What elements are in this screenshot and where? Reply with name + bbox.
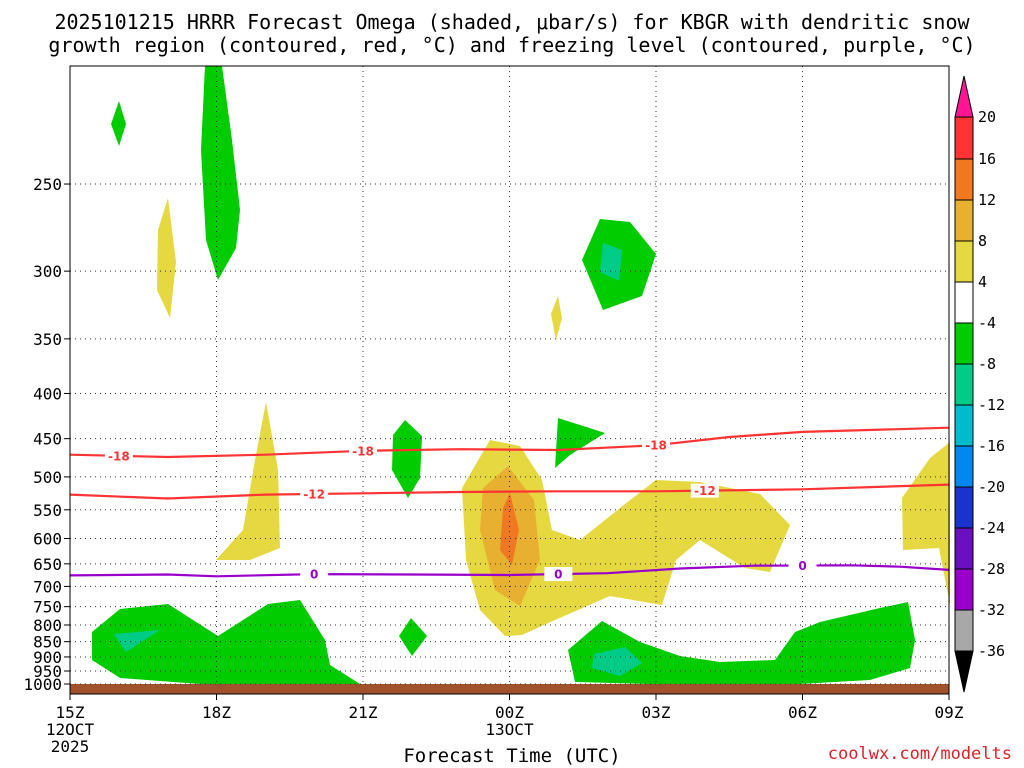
y-tick-label: 900: [33, 648, 62, 667]
contour-label-bg: [690, 483, 719, 498]
colorbar-swatch: [954, 116, 974, 160]
colorbar-tick-label: 16: [978, 150, 996, 168]
colorbar-top-arrow: [954, 75, 974, 118]
contour-label: -18: [108, 449, 130, 463]
x-tick-label: 00Z: [495, 703, 524, 722]
y-tick-label: 850: [33, 633, 62, 652]
y-axis: 2503003504004505005506006507007508008509…: [23, 175, 70, 694]
y-tick-label: 1000: [23, 675, 62, 694]
x-axis-title: Forecast Time (UTC): [403, 745, 621, 767]
x-tick-label: 18Z: [202, 703, 231, 722]
omega-sinking-right-edge: [902, 442, 950, 605]
contours: -18 -18 -18 -12 -12 0 0 0: [69, 426, 950, 582]
colorbar-tick-label: -16: [978, 437, 1005, 455]
y-tick-label: 550: [33, 501, 62, 520]
omega-rising-lower-right: [568, 602, 915, 684]
colorbar-tick-label: 20: [978, 108, 996, 126]
colorbar-tick-label: 4: [978, 273, 987, 291]
x-tick-label: 12OCT: [46, 720, 95, 739]
colorbar-tick-label: -20: [978, 478, 1005, 496]
colorbar-swatch: [954, 568, 974, 611]
chart-title-line-2: growth region (contoured, red, °C) and f…: [48, 33, 976, 57]
omega-sinking-upper: [157, 198, 176, 318]
colorbar-swatch: [954, 486, 974, 529]
colorbar-tick-label: -4: [978, 314, 996, 332]
colorbar-swatch: [954, 404, 974, 447]
colorbar-tick-label: -32: [978, 601, 1005, 619]
omega-rising-small-top: [111, 101, 126, 146]
colorbar-tick-label: -24: [978, 519, 1005, 537]
contour-label: 0: [554, 568, 562, 582]
y-tick-label: 300: [33, 262, 62, 281]
ground-band: [70, 684, 949, 694]
colorbar-swatch: [954, 363, 974, 406]
y-tick-label: 500: [33, 468, 62, 487]
omega-sinking-small-sliver: [551, 296, 562, 340]
contour-label: 0: [310, 568, 318, 582]
contour-label-bg: [349, 443, 377, 458]
colorbar-swatch: [954, 199, 974, 242]
colorbar-bottom-arrow: [954, 650, 974, 693]
colorbar-tick-label: 12: [978, 191, 996, 209]
colorbar-tick-label: -12: [978, 396, 1005, 414]
site-credit[interactable]: coolwx.com/modelts: [827, 744, 1012, 764]
y-tick-label: 600: [33, 530, 62, 549]
colorbar-swatch: [954, 240, 974, 283]
contour-label-bg: [300, 567, 329, 582]
y-tick-label: 650: [33, 555, 62, 574]
colorbar-swatch: [954, 445, 974, 488]
colorbar-tick-label: 8: [978, 232, 987, 250]
colorbar-tick-label: -36: [978, 642, 1005, 660]
y-tick-label: 700: [33, 577, 62, 596]
omega-rising-mid-right: [555, 418, 605, 468]
x-tick-label: 06Z: [788, 703, 817, 722]
colorbar-swatch: [954, 322, 974, 365]
y-tick-label: 450: [33, 430, 62, 449]
y-tick-label: 250: [33, 175, 62, 194]
colorbar-tick-label: -28: [978, 560, 1005, 578]
contour-line-0: [69, 426, 950, 459]
y-tick-label: 800: [33, 616, 62, 635]
contour-line-1: [69, 483, 950, 500]
colorbar: 20 16 12 8 4 -4 -8 -12 -16 -20 -24 -28 -32 -36: [954, 75, 1005, 693]
contour-label: -18: [645, 439, 667, 453]
contour-label: -12: [303, 487, 325, 501]
contour-label-bg: [788, 558, 817, 573]
contour-label-bg: [544, 567, 573, 582]
colorbar-tick-label: -8: [978, 355, 996, 373]
chart-title-line-1: 2025101215 HRRR Forecast Omega (shaded, …: [54, 10, 970, 34]
omega-shading: [92, 66, 950, 684]
x-tick-label: 09Z: [935, 703, 964, 722]
x-tick-label: 03Z: [642, 703, 671, 722]
omega-rising-lower-right-core: [592, 647, 642, 676]
x-tick-label: 15Z: [56, 703, 85, 722]
omega-rising-mid-blob: [392, 420, 422, 498]
y-tick-label: 400: [33, 384, 62, 403]
y-tick-label: 350: [33, 330, 62, 349]
omega-sinking-mid-streak: [216, 402, 280, 560]
omega-sinking-center-core: [500, 493, 519, 565]
x-tick-label: 2025: [51, 737, 90, 756]
contour-label-bg: [300, 486, 329, 501]
omega-rising-upper-streak: [201, 66, 240, 280]
omega-rising-lower-left-core: [114, 630, 160, 652]
contour-label: 0: [798, 559, 806, 573]
omega-rising-lower-left: [92, 600, 360, 684]
x-tick-label: 21Z: [349, 703, 378, 722]
contour-label-bg: [642, 438, 670, 453]
contour-label: -18: [352, 444, 374, 458]
omega-rising-small-low: [399, 618, 427, 656]
y-tick-label: 750: [33, 598, 62, 617]
y-tick-label: 950: [33, 662, 62, 681]
colorbar-swatch: [954, 281, 974, 324]
colorbar-swatch: [954, 158, 974, 201]
colorbar-swatch: [954, 609, 974, 652]
x-tick-label: 13OCT: [485, 720, 534, 739]
contour-label-bg: [104, 448, 133, 463]
colorbar-swatch: [954, 527, 974, 570]
contour-label: -12: [694, 484, 716, 498]
